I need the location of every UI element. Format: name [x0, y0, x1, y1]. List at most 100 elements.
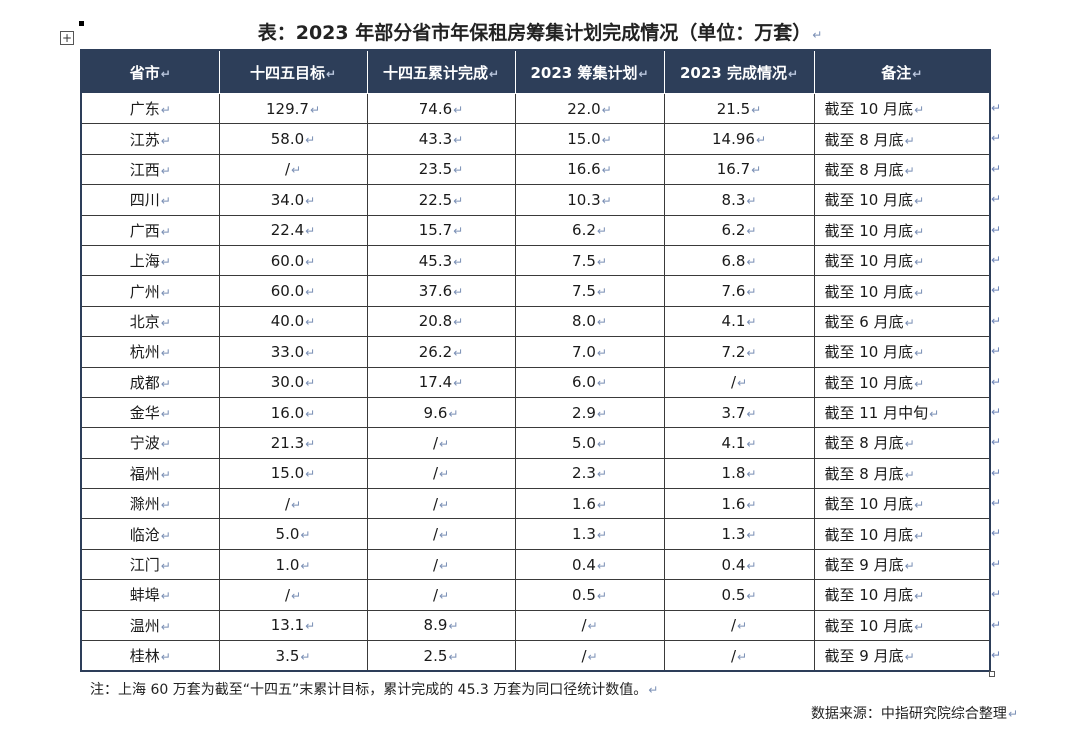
value-cell: 0.4↵ — [514, 548, 665, 581]
table-row: 广州↵ 60.0↵ 37.6↵ 7.5↵ 7.6↵ 截至 10 月底↵ — [80, 275, 991, 307]
region-cell: 宁波↵ — [80, 427, 220, 459]
table-row: 江西↵/↵ 23.5↵ 16.6↵ 16.7↵ 截至 8 月底↵ — [80, 153, 991, 186]
remark-cell: 截至 8 月底↵ — [813, 123, 991, 155]
value-cell: 74.6↵ — [366, 92, 516, 125]
table-row: 成都↵ 30.0↵ 17.4↵ 6.0↵/↵ 截至 10 月底↵ — [80, 366, 991, 398]
row-end-mark-icon: ↵ — [991, 222, 1002, 237]
region-cell: 成都↵ — [80, 366, 220, 398]
value-cell: 1.8↵ — [663, 457, 815, 490]
region-cell: 北京↵ — [80, 305, 220, 338]
value-cell: 129.7↵ — [218, 92, 368, 125]
table-resize-handle-icon[interactable] — [989, 671, 995, 677]
value-cell: /↵ — [514, 609, 665, 642]
remark-cell: 截至 9 月底↵ — [813, 548, 991, 581]
value-cell: 6.0↵ — [514, 366, 665, 398]
value-cell: /↵ — [218, 153, 368, 186]
value-cell: 6.2↵ — [663, 214, 815, 246]
row-end-mark-icon: ↵ — [991, 344, 1002, 359]
table-move-handle-icon[interactable]: + — [60, 31, 74, 45]
value-cell: 15.0↵ — [218, 457, 368, 490]
table-row: 福州↵ 15.0↵/↵ 2.3↵ 1.8↵ 截至 8 月底↵ — [80, 457, 991, 490]
row-end-mark-icon: ↵ — [991, 496, 1002, 511]
table-row: 上海↵ 60.0↵ 45.3↵ 7.5↵ 6.8↵ 截至 10 月底↵ — [80, 244, 991, 277]
value-cell: 0.4↵ — [663, 548, 815, 581]
value-cell: 40.0↵ — [218, 305, 368, 338]
value-cell: 3.5↵ — [218, 640, 368, 672]
table-row: 滁州↵/↵/↵ 1.6↵ 1.6↵ 截至 10 月底↵ — [80, 488, 991, 520]
remark-cell: 截至 11 月中旬↵ — [813, 396, 991, 429]
value-cell: 16.6↵ — [514, 153, 665, 186]
remark-cell: 截至 10 月底↵ — [813, 609, 991, 642]
remark-cell: 截至 10 月底↵ — [813, 518, 991, 550]
value-cell: 17.4↵ — [366, 366, 516, 398]
value-cell: 58.0↵ — [218, 123, 368, 155]
region-cell: 江门↵ — [80, 548, 220, 581]
value-cell: 6.8↵ — [663, 244, 815, 277]
remark-cell: 截至 10 月底↵ — [813, 184, 991, 216]
table-row: 四川↵ 34.0↵ 22.5↵ 10.3↵ 8.3↵ 截至 10 月底↵ — [80, 184, 991, 216]
value-cell: /↵ — [366, 548, 516, 581]
table-row: 宁波↵ 21.3↵/↵ 5.0↵ 4.1↵ 截至 8 月底↵ — [80, 427, 991, 459]
value-cell: 23.5↵ — [366, 153, 516, 186]
value-cell: /↵ — [366, 488, 516, 520]
remark-cell: 截至 8 月底↵ — [813, 153, 991, 186]
remark-cell: 截至 10 月底↵ — [813, 214, 991, 246]
table-anchor-dot — [79, 21, 84, 26]
value-cell: 26.2↵ — [366, 336, 516, 368]
row-end-mark-icon: ↵ — [991, 161, 1002, 176]
value-cell: 9.6↵ — [366, 396, 516, 429]
row-end-mark-icon: ↵ — [991, 526, 1002, 541]
value-cell: 3.7↵ — [663, 396, 815, 429]
row-end-marks: ↵ ↵ ↵ ↵ ↵ ↵ ↵ ↵ ↵ ↵ ↵ ↵ ↵ ↵ ↵ ↵ ↵ ↵ ↵ — [991, 93, 1005, 670]
region-cell: 广西↵ — [80, 214, 220, 246]
value-cell: 21.3↵ — [218, 427, 368, 459]
value-cell: 15.0↵ — [514, 123, 665, 155]
header-cell: 备注↵ — [813, 49, 991, 94]
value-cell: 34.0↵ — [218, 184, 368, 216]
remark-cell: 截至 10 月底↵ — [813, 579, 991, 611]
value-cell: 37.6↵ — [366, 275, 516, 307]
remark-cell: 截至 10 月底↵ — [813, 366, 991, 398]
value-cell: 2.3↵ — [514, 457, 665, 490]
table-header-row: 省市↵ 十四五目标↵ 十四五累计完成↵ 2023 筹集计划↵ 2023 完成情况… — [80, 49, 991, 94]
value-cell: /↵ — [218, 579, 368, 611]
value-cell: 21.5↵ — [663, 92, 815, 125]
row-end-mark-icon: ↵ — [991, 101, 1002, 115]
value-cell: 8.9↵ — [366, 609, 516, 642]
header-cell: 省市↵ — [80, 49, 220, 94]
table-row: 江苏↵ 58.0↵ 43.3↵ 15.0↵ 14.96↵ 截至 8 月底↵ — [80, 123, 991, 155]
value-cell: 4.1↵ — [663, 427, 815, 459]
value-cell: 1.0↵ — [218, 548, 368, 581]
value-cell: 33.0↵ — [218, 336, 368, 368]
row-end-mark-icon: ↵ — [991, 131, 1002, 146]
row-end-mark-icon: ↵ — [991, 435, 1002, 450]
table-row: 蚌埠↵/↵/↵ 0.5↵ 0.5↵ 截至 10 月底↵ — [80, 579, 991, 611]
region-cell: 福州↵ — [80, 457, 220, 490]
value-cell: /↵ — [366, 457, 516, 490]
value-cell: 22.4↵ — [218, 214, 368, 246]
remark-cell: 截至 6 月底↵ — [813, 305, 991, 338]
value-cell: 16.7↵ — [663, 153, 815, 186]
value-cell: 2.5↵ — [366, 640, 516, 672]
row-end-mark-icon: ↵ — [991, 404, 1002, 419]
value-cell: /↵ — [663, 640, 815, 672]
region-cell: 广东↵ — [80, 92, 220, 125]
value-cell: 4.1↵ — [663, 305, 815, 338]
value-cell: 1.6↵ — [514, 488, 665, 520]
value-cell: 1.6↵ — [663, 488, 815, 520]
value-cell: 7.5↵ — [514, 275, 665, 307]
remark-cell: 截至 8 月底↵ — [813, 457, 991, 490]
value-cell: /↵ — [366, 579, 516, 611]
row-end-mark-icon: ↵ — [991, 648, 1002, 663]
table-row: 温州↵ 13.1↵ 8.9↵/↵/↵ 截至 10 月底↵ — [80, 609, 991, 642]
region-cell: 滁州↵ — [80, 488, 220, 520]
region-cell: 临沧↵ — [80, 518, 220, 550]
value-cell: 7.0↵ — [514, 336, 665, 368]
value-cell: 45.3↵ — [366, 244, 516, 277]
value-cell: 30.0↵ — [218, 366, 368, 398]
region-cell: 蚌埠↵ — [80, 579, 220, 611]
table-row: 金华↵ 16.0↵ 9.6↵ 2.9↵ 3.7↵ 截至 11 月中旬↵ — [80, 396, 991, 429]
value-cell: 1.3↵ — [663, 518, 815, 550]
value-cell: 8.3↵ — [663, 184, 815, 216]
value-cell: 5.0↵ — [218, 518, 368, 550]
